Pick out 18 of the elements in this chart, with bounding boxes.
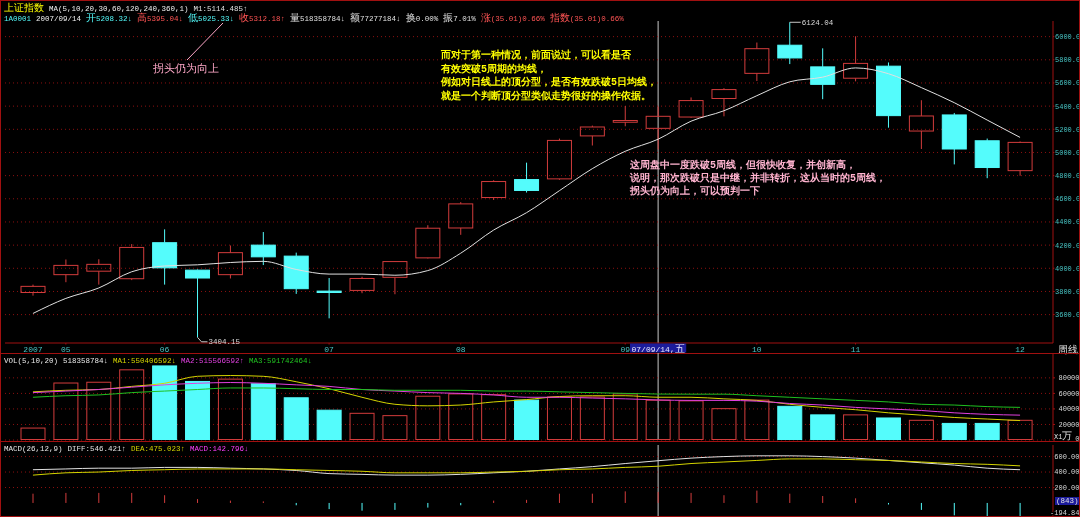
x-tick-label: 10 [752, 344, 762, 354]
x-tick-label: 07 [324, 344, 335, 354]
annotation: 拐头仍为向上，可以预判一下 [630, 185, 760, 196]
annotation: 例如对日线上的顶分型，是否有效跌破5日均线， [441, 76, 658, 88]
x-tick-label: 11 [850, 344, 861, 354]
x-tick-label: 2007 [23, 344, 43, 354]
chart-title: 上证指数 [4, 2, 44, 13]
annotation: 有效突破5周期的均线， [441, 62, 548, 75]
x-tick-label: 12 [1015, 344, 1026, 354]
x-tick-label: 06 [159, 344, 170, 354]
annotation: 而对于第一种情况，前面说过，可以看是否 [441, 49, 631, 60]
x-tick-label: 05 [61, 344, 71, 354]
annotation: 说明，那次跌破只是中继，并非转折，这从当时的5周线， [630, 172, 887, 184]
annotation: 就是一个判断顶分型类似走势很好的操作依据。 [441, 89, 651, 101]
annotation: 这周盘中一度跌破5周线，但很快收复，并创新高， [630, 159, 857, 171]
x-tick-label: 08 [455, 344, 466, 354]
annotation: 拐头仍为向上 [153, 62, 219, 74]
x-tick-label: 09 [620, 344, 631, 354]
